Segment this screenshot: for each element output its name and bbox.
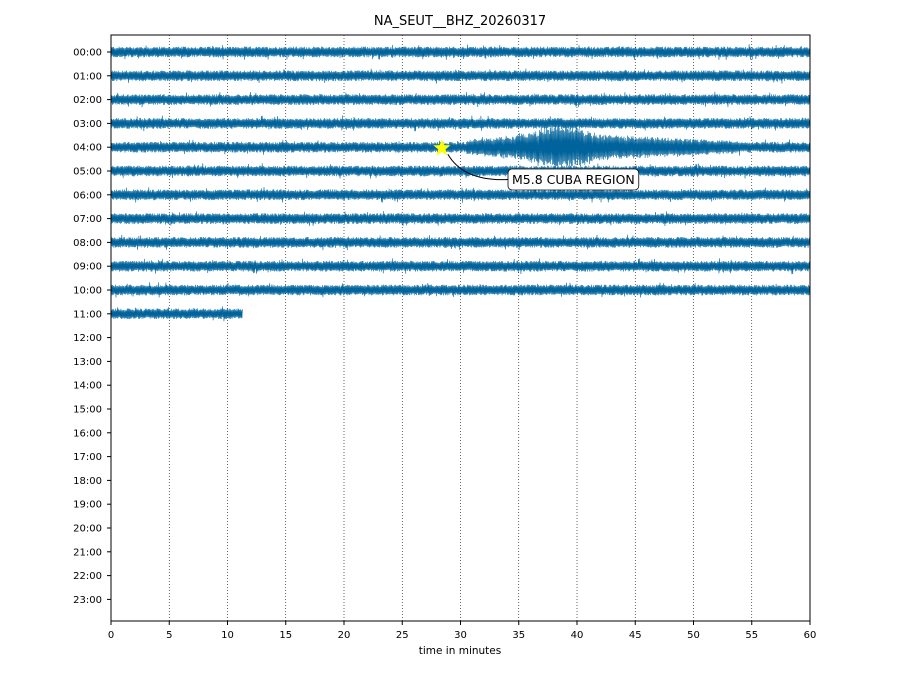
y-tick-label: 01:00 [73, 71, 102, 82]
seismic-trace [110, 211, 811, 227]
seismic-trace [110, 258, 811, 275]
y-tick-label: 22:00 [73, 571, 102, 582]
y-tick-label: 19:00 [73, 500, 102, 511]
y-tick-label: 16:00 [73, 428, 102, 439]
y-tick-label: 18:00 [73, 476, 102, 487]
seismic-trace [110, 282, 811, 298]
y-tick-label: 14:00 [73, 381, 102, 392]
seismic-trace [110, 115, 811, 132]
y-tick-label: 23:00 [73, 595, 102, 606]
y-tick-label: 12:00 [73, 333, 102, 344]
annotation-box [507, 168, 640, 191]
x-tick-label: 15 [279, 630, 292, 641]
y-tick-label: 10:00 [73, 286, 102, 297]
x-tick-label: 30 [454, 630, 467, 641]
annotation-arrow [447, 153, 509, 181]
x-tick-label: 35 [512, 630, 525, 641]
y-tick-label: 15:00 [73, 405, 102, 416]
x-tick-label: 10 [221, 630, 234, 641]
y-tick-label: 20:00 [73, 524, 102, 535]
y-tick-label: 08:00 [73, 238, 102, 249]
x-tick-label: 45 [629, 630, 642, 641]
y-tick-label: 07:00 [73, 214, 102, 225]
x-axis-ticks: 0 5 10 15 20 25 30 35 40 45 50 55 60 [108, 621, 817, 641]
event-annotation: M5.8 CUBA REGION [433, 139, 640, 191]
y-tick-label: 06:00 [73, 190, 102, 201]
event-star-icon [433, 139, 451, 156]
y-tick-label: 13:00 [73, 357, 102, 368]
seismic-trace [110, 91, 811, 108]
seismic-trace [110, 186, 811, 203]
chart-title: NA_SEUT__BHZ_20260317 [374, 14, 546, 29]
y-tick-label: 03:00 [73, 119, 102, 130]
y-tick-label: 17:00 [73, 452, 102, 463]
y-tick-label: 02:00 [73, 95, 102, 106]
x-axis-label: time in minutes [419, 645, 501, 657]
seismic-trace [110, 68, 811, 84]
x-tick-label: 40 [571, 630, 584, 641]
y-tick-label: 04:00 [73, 143, 102, 154]
seismic-trace [110, 306, 243, 322]
x-tick-label: 25 [396, 630, 409, 641]
seismic-trace [110, 44, 811, 60]
y-tick-label: 11:00 [73, 309, 102, 320]
event-label: M5.8 CUBA REGION [512, 172, 635, 187]
y-axis-ticks: 00:00 01:00 02:00 03:00 04:00 05:00 06:00 07:00… [73, 48, 111, 606]
seismic-trace [110, 123, 811, 172]
seismic-trace [110, 234, 811, 251]
x-tick-label: 50 [687, 630, 700, 641]
x-tick-label: 5 [166, 630, 172, 641]
trace-group [110, 44, 811, 322]
plot-frame [110, 34, 811, 622]
x-tick-label: 20 [338, 630, 351, 641]
x-tick-label: 0 [108, 630, 114, 641]
x-tick-label: 60 [804, 630, 817, 641]
seismic-trace [110, 163, 811, 179]
y-tick-label: 09:00 [73, 262, 102, 273]
y-tick-label: 00:00 [73, 48, 102, 59]
x-tick-label: 55 [745, 630, 758, 641]
y-tick-label: 21:00 [73, 547, 102, 558]
y-tick-label: 05:00 [73, 167, 102, 178]
